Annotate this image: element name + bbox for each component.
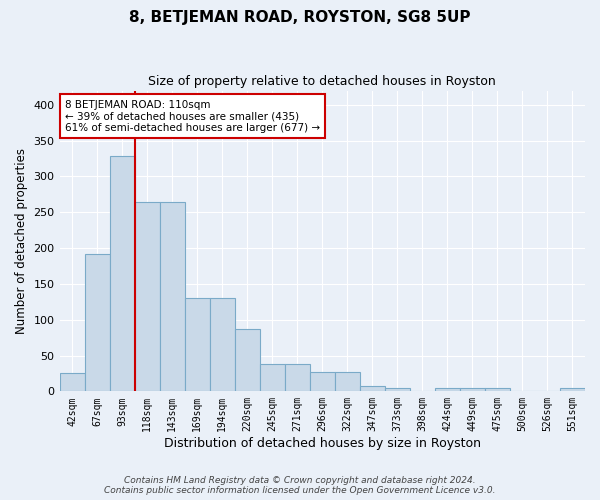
Text: 8 BETJEMAN ROAD: 110sqm
← 39% of detached houses are smaller (435)
61% of semi-d: 8 BETJEMAN ROAD: 110sqm ← 39% of detache… [65, 100, 320, 133]
Text: Contains HM Land Registry data © Crown copyright and database right 2024.
Contai: Contains HM Land Registry data © Crown c… [104, 476, 496, 495]
Bar [209, 298, 235, 392]
Bar [560, 388, 585, 392]
Title: Size of property relative to detached houses in Royston: Size of property relative to detached ho… [148, 75, 496, 88]
Bar [85, 254, 110, 392]
Bar [360, 386, 385, 392]
Bar [310, 372, 335, 392]
Bar [335, 372, 360, 392]
Bar [285, 364, 310, 392]
Text: 8, BETJEMAN ROAD, ROYSTON, SG8 5UP: 8, BETJEMAN ROAD, ROYSTON, SG8 5UP [129, 10, 471, 25]
Bar [385, 388, 410, 392]
Bar [59, 374, 85, 392]
Bar [160, 202, 185, 392]
Bar [260, 364, 285, 392]
Bar [485, 388, 510, 392]
Bar [134, 202, 160, 392]
X-axis label: Distribution of detached houses by size in Royston: Distribution of detached houses by size … [164, 437, 481, 450]
Y-axis label: Number of detached properties: Number of detached properties [15, 148, 28, 334]
Bar [110, 156, 134, 392]
Bar [435, 388, 460, 392]
Bar [235, 329, 260, 392]
Bar [185, 298, 209, 392]
Bar [460, 388, 485, 392]
